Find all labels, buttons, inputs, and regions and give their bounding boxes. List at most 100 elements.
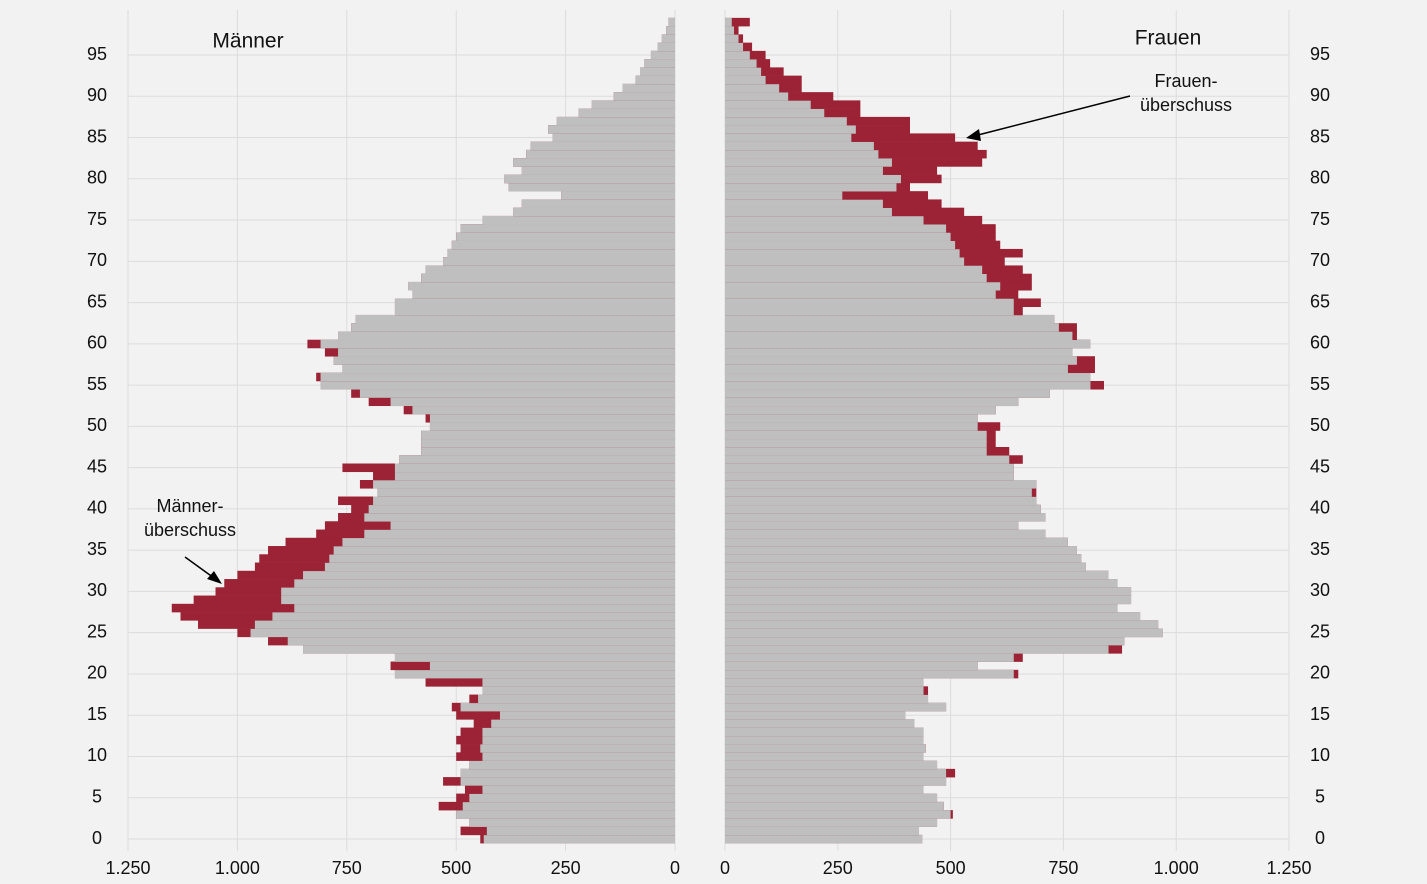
y-tick-label: 50: [87, 415, 107, 435]
female-common-bar: [725, 463, 1014, 473]
male-common-bar: [338, 331, 675, 341]
male-common-bar: [394, 298, 675, 308]
female-common-bar: [725, 826, 920, 836]
male-common-bar: [482, 727, 675, 737]
female-common-bar: [725, 75, 766, 85]
male-common-bar: [451, 240, 675, 250]
x-tick-label: 0: [670, 858, 680, 878]
y-tick-label: 85: [87, 126, 107, 146]
female-common-bar: [725, 752, 924, 761]
male-common-bar: [287, 636, 675, 646]
female-common-bar: [725, 562, 1086, 572]
female-common-bar: [725, 265, 983, 274]
female-common-bar: [725, 298, 1014, 308]
y-tick-label: 40: [87, 498, 107, 518]
x-tick-label: 1.250: [105, 858, 150, 878]
female-common-bar: [725, 397, 1019, 407]
male-common-bar: [421, 430, 675, 440]
y-tick-label: 45: [87, 456, 107, 476]
y-tick-label: 30: [87, 580, 107, 600]
male-common-bar: [639, 67, 675, 76]
male-common-bar: [412, 290, 675, 299]
y-tick-label: 90: [87, 85, 107, 105]
male-common-bar: [657, 42, 675, 52]
y-tick-label: 75: [1310, 209, 1330, 229]
female-common-bar: [725, 653, 1014, 662]
female-common-bar: [725, 331, 1073, 341]
female-common-bar: [725, 339, 1091, 349]
male-common-bar: [521, 166, 675, 175]
arrowhead: [966, 129, 981, 141]
male-common-bar: [661, 34, 675, 43]
male-common-bar: [399, 455, 675, 464]
female-common-bar: [725, 67, 762, 76]
x-tick-label: 750: [332, 858, 362, 878]
female-common-bar: [725, 42, 744, 52]
male-common-bar: [394, 653, 675, 662]
male-common-bar: [469, 793, 675, 803]
male-common-bar: [373, 496, 675, 506]
male-common-bar: [443, 257, 675, 266]
female-common-bar: [725, 50, 750, 60]
male-common-bar: [469, 818, 675, 827]
female-common-bar: [725, 108, 825, 118]
male-common-bar: [425, 265, 675, 274]
female-common-bar: [725, 760, 938, 770]
female-common-bar: [725, 314, 1055, 324]
male-common-bar: [373, 480, 675, 489]
y-tick-label: 65: [87, 291, 107, 311]
male-common-bar: [342, 364, 675, 374]
female-common-bar: [725, 323, 1059, 332]
male-common-bar: [483, 834, 675, 844]
panel-title: Männer: [212, 30, 283, 53]
bars: [171, 17, 1163, 844]
male-common-bar: [526, 149, 675, 159]
male-common-bar: [456, 810, 675, 819]
y-tick-label: 15: [87, 704, 107, 724]
male-common-bar: [342, 537, 675, 547]
female-common-bar: [725, 158, 892, 167]
male-common-bar: [504, 174, 675, 184]
male-common-bar: [513, 207, 675, 217]
y-tick-label: 25: [1310, 621, 1330, 641]
male-common-bar: [359, 389, 675, 398]
male-common-bar: [499, 711, 675, 720]
female-common-bar: [725, 744, 926, 753]
female-common-bar: [725, 438, 987, 448]
male-common-bar: [421, 438, 675, 448]
male-common-bar: [408, 281, 675, 291]
male-common-bar: [355, 314, 675, 324]
annotation: Frauen-: [1154, 71, 1217, 91]
female-common-bar: [725, 513, 1046, 522]
female-common-bar: [725, 356, 1077, 365]
y-tick-label: 95: [87, 44, 107, 64]
male-common-bar: [482, 752, 675, 761]
x-tick-label: 0: [720, 858, 730, 878]
female-common-bar: [725, 447, 987, 456]
male-common-bar: [521, 199, 675, 208]
female-common-bar: [725, 116, 847, 126]
female-common-bar: [725, 636, 1125, 646]
female-common-bar: [725, 579, 1118, 588]
male-common-bar: [460, 768, 675, 778]
male-common-bar: [513, 158, 675, 167]
male-common-bar: [429, 661, 675, 671]
female-common-bar: [725, 546, 1077, 555]
female-common-bar: [725, 125, 856, 134]
y-tick-label: 20: [1310, 663, 1330, 683]
female-common-bar: [725, 529, 1046, 539]
y-tick-label: 45: [1310, 456, 1330, 476]
female-common-bar: [725, 620, 1159, 629]
female-common-bar: [725, 595, 1132, 605]
male-common-bar: [561, 191, 675, 200]
female-common-bar: [725, 422, 978, 431]
x-tick-label: 1.000: [215, 858, 260, 878]
female-common-bar: [725, 182, 897, 192]
arrow: [977, 95, 1131, 136]
female-common-bar: [725, 669, 1014, 679]
male-common-bar: [548, 125, 675, 134]
female-common-bar: [725, 694, 929, 704]
y-tick-label: 15: [1310, 704, 1330, 724]
male-common-bar: [303, 645, 675, 654]
x-tick-label: 1.250: [1266, 858, 1311, 878]
